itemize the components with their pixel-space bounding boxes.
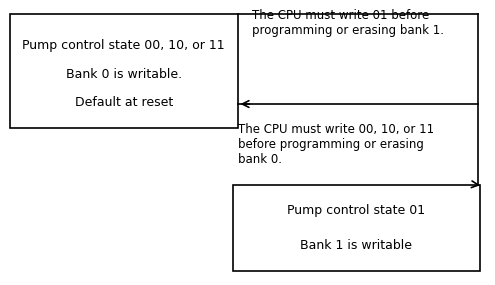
Text: Pump control state 01: Pump control state 01 [287,204,426,217]
Text: Bank 1 is writable: Bank 1 is writable [300,239,412,252]
Text: The CPU must write 00, 10, or 11
before programming or erasing
bank 0.: The CPU must write 00, 10, or 11 before … [238,123,434,166]
Text: Default at reset: Default at reset [75,96,173,109]
Text: The CPU must write 01 before
programming or erasing bank 1.: The CPU must write 01 before programming… [252,9,445,36]
Text: Pump control state 00, 10, or 11: Pump control state 00, 10, or 11 [22,39,225,52]
Bar [10,14,238,128]
Text: Bank 0 is writable.: Bank 0 is writable. [66,68,182,81]
Bar [233,185,480,271]
